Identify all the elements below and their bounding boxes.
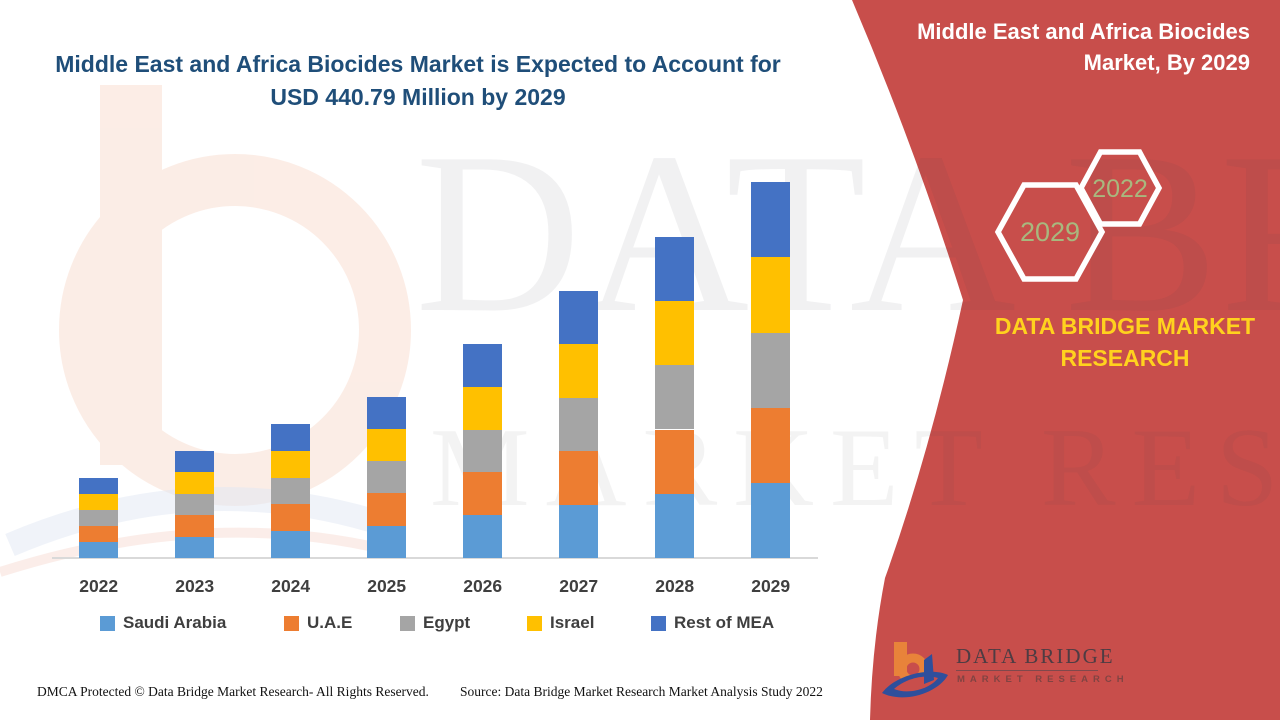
company-logo-name: DATA BRIDGE: [956, 644, 1115, 668]
bar-2029-u-a-e: [751, 407, 791, 483]
source-note: Source: Data Bridge Market Research Mark…: [460, 684, 823, 699]
bar-2023-israel: [175, 472, 215, 494]
bar-2028-rest-of-mea: [655, 236, 695, 301]
bar-2024-israel: [271, 450, 311, 478]
red-panel-shape: [852, 0, 1280, 720]
bar-2025-saudi-arabia: [367, 525, 407, 558]
bar-2029-egypt: [751, 332, 791, 408]
legend-label-egypt: Egypt: [423, 613, 471, 632]
x-axis-label-2024: 2024: [271, 576, 311, 596]
legend-swatch-saudi-arabia: [100, 615, 115, 631]
bar-2025-egypt: [367, 461, 407, 494]
x-axis-label-2028: 2028: [655, 576, 695, 596]
bar-2024-u-a-e: [271, 504, 311, 532]
panel-title-line2: Market, By 2029: [1083, 50, 1250, 75]
bar-2024-saudi-arabia: [271, 531, 311, 558]
x-axis-label-2023: 2023: [175, 576, 215, 596]
legend-item-egypt: Egypt: [400, 613, 470, 633]
company-logo: DATA BRIDGE MARKET RESEARCH: [880, 636, 1160, 710]
hexagon-2022-label: 2022: [1092, 175, 1148, 203]
bar-2023-rest-of-mea: [175, 451, 215, 473]
x-axis-label-2022: 2022: [79, 576, 119, 596]
bar-2029-saudi-arabia: [751, 482, 791, 558]
chart-legend: Saudi Arabia U.A.E Egypt Israel Rest of MEA: [0, 613, 860, 639]
dmca-notice: DMCA Protected © Data Bridge Market Rese…: [37, 684, 429, 699]
brand-wordmark: DATA BRIDGE MARKET RESEARCH: [975, 310, 1275, 374]
bar-2022-israel: [79, 493, 119, 510]
chart-title-line1: Middle East and Africa Biocides Market i…: [55, 51, 781, 77]
bar-2028-israel: [655, 301, 695, 366]
bar-2025-u-a-e: [367, 493, 407, 526]
bar-2023-saudi-arabia: [175, 536, 215, 558]
hexagon-badges: 2022 2029: [994, 149, 1163, 282]
bar-2023-u-a-e: [175, 515, 215, 537]
legend-item-israel: Israel: [527, 613, 594, 633]
panel-title-line1: Middle East and Africa Biocides: [917, 19, 1250, 44]
x-axis-label-2026: 2026: [463, 576, 503, 596]
bar-2029-israel: [751, 257, 791, 333]
bar-2027-rest-of-mea: [559, 290, 599, 345]
bar-2026-rest-of-mea: [463, 343, 503, 387]
company-logo-subtitle: MARKET RESEARCH: [957, 674, 1129, 685]
panel-title: Middle East and Africa Biocides Market, …: [820, 16, 1250, 78]
x-axis-label-2029: 2029: [751, 576, 791, 596]
legend-item-rest-of-mea: Rest of MEA: [651, 613, 774, 633]
company-logo-rule: [956, 670, 1098, 671]
bar-2026-u-a-e: [463, 472, 503, 516]
bar-2025-rest-of-mea: [367, 396, 407, 429]
bar-2023-egypt: [175, 493, 215, 516]
legend-label-rest-of-mea: Rest of MEA: [674, 613, 775, 632]
legend-item-saudi-arabia: Saudi Arabia: [100, 613, 226, 633]
legend-swatch-israel: [527, 615, 542, 631]
bar-2022-egypt: [79, 509, 119, 526]
legend-swatch-egypt: [400, 615, 415, 631]
bar-2022-u-a-e: [79, 525, 119, 542]
bar-2027-egypt: [559, 397, 599, 452]
x-axis-label-2027: 2027: [559, 576, 599, 596]
bar-2022-saudi-arabia: [79, 541, 119, 558]
bar-2028-egypt: [655, 365, 695, 430]
brand-wordmark-line1: DATA BRIDGE MARKET: [994, 313, 1256, 339]
bar-2024-rest-of-mea: [271, 424, 311, 451]
bar-2026-israel: [463, 386, 503, 430]
bar-2028-u-a-e: [655, 429, 695, 494]
bar-2029-rest-of-mea: [751, 182, 791, 258]
bar-2027-saudi-arabia: [559, 504, 599, 558]
brand-wordmark-line2: RESEARCH: [1060, 345, 1190, 371]
hexagon-2029: [994, 182, 1106, 282]
legend-swatch-u-a-e: [284, 615, 299, 631]
bar-2022-rest-of-mea: [79, 477, 119, 494]
legend-label-u-a-e: U.A.E: [307, 613, 353, 632]
legend-swatch-rest-of-mea: [651, 615, 666, 631]
bar-2027-u-a-e: [559, 451, 599, 505]
logo-watermark: [0, 85, 411, 577]
chart-title-line2: USD 440.79 Million by 2029: [270, 84, 566, 110]
bar-2026-egypt: [463, 429, 503, 473]
bar-2026-saudi-arabia: [463, 515, 503, 558]
x-axis-line: [52, 557, 818, 559]
legend-item-u-a-e: U.A.E: [284, 613, 352, 633]
company-logo-icon: [882, 642, 948, 698]
legend-label-israel: Israel: [550, 613, 595, 632]
x-axis-label-2025: 2025: [367, 576, 407, 596]
bar-2024-egypt: [271, 477, 311, 505]
bar-2028-saudi-arabia: [655, 493, 695, 558]
chart-title: Middle East and Africa Biocides Market i…: [40, 48, 796, 114]
bar-2027-israel: [559, 344, 599, 398]
bar-2025-israel: [367, 428, 407, 462]
legend-label-saudi-arabia: Saudi Arabia: [123, 613, 227, 632]
hexagon-2029-label: 2029: [1020, 217, 1080, 247]
